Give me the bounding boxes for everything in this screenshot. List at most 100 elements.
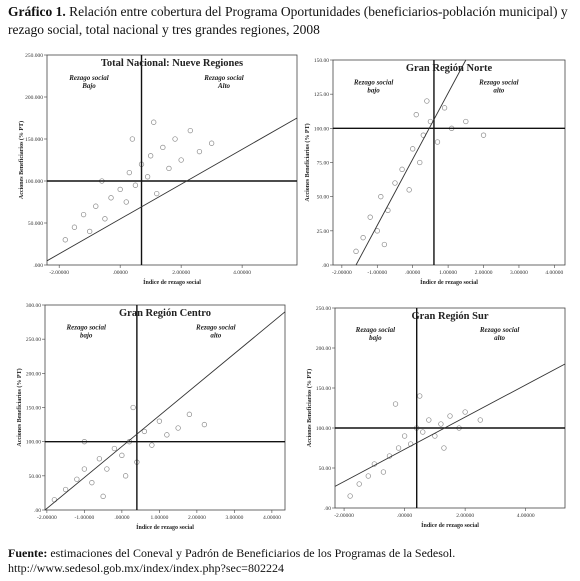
y-axis-label: Acciones Beneficiarios (% PT) — [306, 369, 313, 447]
x-axis-label: Índice de rezago social — [143, 278, 201, 286]
x-tick-label: .00000 — [113, 270, 128, 276]
point — [126, 169, 132, 176]
point — [399, 166, 405, 172]
y-tick-label: 150.00 — [316, 386, 331, 392]
point — [477, 417, 483, 423]
annotation: bajo — [367, 87, 380, 95]
annotation: Rezago social — [478, 79, 519, 87]
point — [406, 187, 412, 193]
y-tick-label: 100.00 — [316, 426, 331, 432]
x-axis-label: Índice de rezago social — [136, 523, 194, 531]
x-tick-label: -2.00000 — [332, 270, 352, 276]
figure-title: Relación entre cobertura del Programa Op… — [8, 4, 568, 37]
point — [108, 195, 114, 201]
point — [81, 466, 88, 472]
point — [71, 224, 78, 230]
panel-title: Total Nacional: Nueve Regiones — [101, 58, 243, 69]
point — [365, 473, 371, 479]
point — [74, 476, 80, 482]
y-tick-label: 300.00 — [26, 303, 41, 309]
y-tick-label: 100.00 — [26, 440, 41, 446]
point — [119, 452, 125, 458]
point — [123, 199, 129, 205]
point — [93, 203, 99, 209]
fit-line — [334, 363, 566, 487]
annotation: Rezago social — [355, 326, 396, 334]
point — [62, 237, 68, 243]
x-tick-label: 4.00000 — [517, 513, 535, 519]
y-tick-label: 100.00 — [314, 126, 329, 132]
point — [144, 174, 151, 180]
panel-title: Gran Región Centro — [119, 308, 211, 319]
fit-line — [44, 311, 286, 511]
x-tick-label: 2.00000 — [188, 515, 206, 521]
figure-heading: Gráfico 1. Relación entre cobertura del … — [8, 3, 574, 39]
annotation: Rezago social — [68, 74, 109, 82]
y-tick-label: 200.000 — [25, 95, 43, 101]
y-tick-label: .00 — [322, 263, 329, 269]
point — [62, 486, 69, 493]
source-url: http://www.sedesol.gob.mx/index/index.ph… — [8, 561, 284, 575]
y-tick-label: 250.00 — [316, 306, 331, 312]
y-axis-label: Acciones Beneficiarios (% PT) — [16, 368, 23, 446]
x-tick-label: .00000 — [397, 513, 412, 519]
x-tick-label: 2.00000 — [172, 270, 190, 276]
point — [367, 214, 373, 220]
panel-title: Gran Región Sur — [411, 311, 488, 322]
point — [410, 146, 416, 152]
point — [208, 140, 215, 146]
x-tick-label: -1.00000 — [367, 270, 387, 276]
x-tick-label: 3.00000 — [225, 515, 243, 521]
source: Fuente: estimaciones del Coneval y Padró… — [8, 546, 578, 576]
y-tick-label: 250.000 — [25, 53, 43, 59]
point — [111, 445, 118, 452]
point — [392, 401, 399, 407]
source-text: estimaciones del Coneval y Padrón de Ben… — [50, 546, 456, 560]
point — [374, 228, 380, 234]
point — [96, 456, 103, 462]
panel: .00 50.00 100.00 150.00 200.00 250.00 300.00 -2… — [16, 303, 286, 531]
annotation: Rezago social — [195, 324, 236, 332]
point — [166, 165, 172, 172]
charts: .000 50.000 100.000 150.000 200.000 250.000 -2… — [16, 53, 566, 531]
point — [87, 228, 93, 235]
point — [463, 118, 469, 125]
point — [186, 411, 193, 417]
x-tick-label: 1.00000 — [150, 515, 168, 521]
plot-frame — [46, 54, 298, 266]
point — [149, 442, 155, 448]
figure-label: Gráfico 1. — [8, 4, 66, 19]
x-tick-label: 1.00000 — [439, 270, 457, 276]
point — [141, 428, 148, 435]
y-tick-label: 50.00 — [29, 474, 42, 480]
x-tick-label: 4.00000 — [263, 515, 281, 521]
point — [395, 445, 402, 451]
annotation: alto — [493, 87, 504, 95]
y-axis-label: Acciones Beneficiarios (% PT) — [304, 123, 311, 201]
y-tick-label: 125.00 — [314, 92, 329, 98]
point — [187, 127, 193, 134]
point — [424, 98, 430, 104]
point — [151, 119, 157, 125]
y-tick-label: 50.00 — [319, 466, 332, 472]
point — [401, 433, 408, 439]
x-tick-label: .00000 — [114, 515, 129, 521]
point — [178, 157, 184, 163]
point — [392, 180, 398, 186]
x-axis-label: Índice de rezago social — [421, 521, 479, 529]
point — [122, 473, 129, 479]
x-tick-label: 4.00000 — [233, 270, 251, 276]
panel: .00 25.00 50.00 75.00 100.00 125.00 150.00 -2.0… — [304, 58, 566, 286]
point — [417, 159, 423, 166]
point — [154, 190, 160, 197]
y-tick-label: 150.00 — [26, 406, 41, 412]
annotation: alto — [210, 332, 221, 340]
y-tick-label: 150.000 — [25, 137, 43, 143]
annotation: Bajo — [81, 82, 96, 90]
point — [201, 421, 208, 428]
y-tick-label: 100.000 — [25, 179, 43, 185]
y-tick-label: 25.00 — [317, 229, 330, 235]
x-tick-label: -2.00000 — [49, 270, 69, 276]
plot-frame — [334, 307, 566, 509]
point — [132, 182, 139, 188]
